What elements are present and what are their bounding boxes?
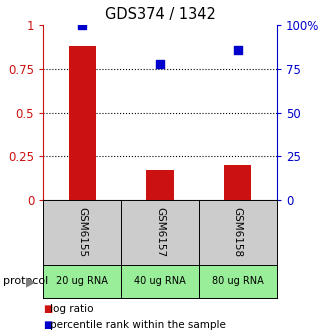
Point — [157, 61, 163, 66]
Text: log ratio: log ratio — [50, 304, 93, 313]
Point — [80, 22, 85, 28]
Text: percentile rank within the sample: percentile rank within the sample — [50, 320, 226, 330]
Text: ■: ■ — [43, 304, 52, 313]
Text: 20 ug RNA: 20 ug RNA — [56, 277, 108, 287]
Text: protocol: protocol — [3, 277, 48, 287]
Title: GDS374 / 1342: GDS374 / 1342 — [105, 7, 215, 23]
Text: GSM6158: GSM6158 — [233, 207, 243, 258]
Text: GSM6155: GSM6155 — [77, 207, 87, 258]
Text: ▶: ▶ — [26, 275, 35, 288]
Bar — [146, 170, 174, 200]
Text: 40 ug RNA: 40 ug RNA — [134, 277, 186, 287]
Text: 80 ug RNA: 80 ug RNA — [212, 277, 264, 287]
Text: ■: ■ — [43, 320, 52, 330]
Bar — [68, 46, 96, 200]
Text: GSM6157: GSM6157 — [155, 207, 165, 258]
Bar — [224, 165, 252, 200]
Point — [235, 47, 240, 52]
